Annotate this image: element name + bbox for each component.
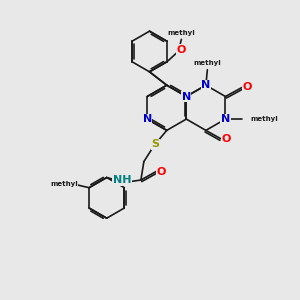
Text: N: N [201,80,211,90]
Text: methyl: methyl [194,60,221,66]
Text: N: N [182,92,191,101]
Text: methyl: methyl [167,30,195,36]
Text: S: S [151,140,159,149]
Text: NH: NH [113,175,131,185]
Text: methyl: methyl [250,116,278,122]
Text: N: N [221,114,230,124]
Text: methyl: methyl [50,181,78,187]
Text: N: N [142,114,152,124]
Text: O: O [156,167,166,177]
Text: O: O [176,45,185,55]
Text: O: O [242,82,252,92]
Text: O: O [221,134,231,144]
